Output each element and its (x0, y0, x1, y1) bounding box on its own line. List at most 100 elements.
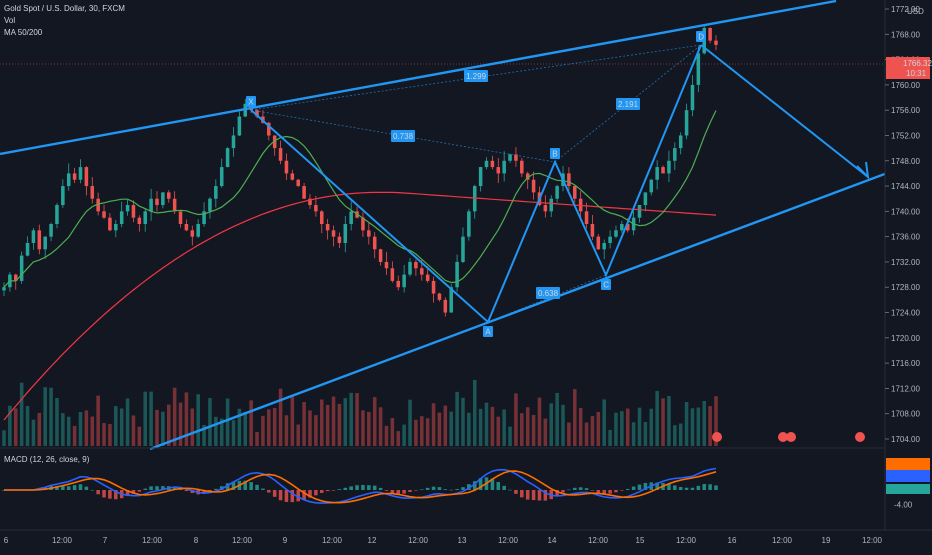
macd-hist-bar (55, 485, 59, 490)
candle-body (449, 287, 453, 313)
volume-bar (425, 418, 430, 446)
pattern-point-c-badge (601, 279, 611, 290)
volume-bar (90, 416, 95, 446)
event-icon[interactable] (786, 432, 796, 442)
candle-body (119, 211, 124, 224)
volume-bar (702, 400, 706, 446)
macd-hist-bar (696, 485, 701, 490)
volume-bar (525, 407, 530, 446)
volume-bar (131, 415, 136, 446)
price-tick-label: 1716.00 (891, 359, 920, 368)
candle-body (684, 110, 689, 136)
macd-hist-bar (614, 490, 618, 493)
time-tick-label: 12:00 (408, 536, 429, 545)
ratio-label: 2.191 (618, 100, 639, 109)
macd-hist-bar (308, 490, 312, 498)
candle-body (314, 205, 318, 212)
volume-bar (114, 406, 118, 446)
volume-bar (502, 409, 506, 446)
event-icon[interactable] (855, 432, 865, 442)
price-tick-label: 1736.00 (891, 233, 920, 242)
macd-hist-bar (296, 490, 300, 502)
macd-hist-bar (137, 490, 142, 492)
macd-hist-bar (431, 486, 436, 490)
macd-hist-bar (125, 490, 130, 497)
candle-body (2, 287, 6, 291)
pattern-point-c: C (603, 281, 609, 290)
candle-body (319, 211, 324, 224)
price-tick-label: 1728.00 (891, 283, 920, 292)
macd-hist-bar (331, 490, 336, 491)
volume-bar (637, 407, 642, 446)
lower-channel-line[interactable] (149, 167, 899, 451)
event-icon[interactable] (712, 432, 722, 442)
upper-channel-line[interactable] (0, 0, 837, 156)
candle-body (131, 205, 136, 218)
time-tick-label: 16 (728, 536, 737, 545)
candle-body (219, 167, 224, 187)
candle-body (237, 116, 242, 136)
macd-hist-bar (655, 482, 659, 490)
price-tick-label: 1724.00 (891, 309, 920, 318)
candle-body (555, 186, 559, 199)
candle-body (102, 211, 106, 218)
macd-hist-bar (337, 489, 342, 490)
ratio-badge (536, 287, 560, 299)
macd-hist-bar (231, 481, 236, 490)
event-icon[interactable] (778, 432, 788, 442)
xabcd-pattern[interactable] (250, 44, 870, 324)
price-tick-label: 1708.00 (891, 410, 920, 419)
macd-hist-bar (355, 485, 359, 490)
volume-bar (667, 395, 671, 446)
price-axis-bg[interactable] (885, 0, 932, 530)
candle-body (496, 167, 501, 174)
volume-bar (596, 411, 601, 446)
price-tick-label: 1756.00 (891, 106, 920, 115)
candle-body (172, 198, 177, 212)
candle-body (49, 224, 53, 237)
volume-bar (137, 426, 142, 446)
price-tick-label: 1740.00 (891, 207, 920, 216)
symbol-title[interactable]: Gold Spot / U.S. Dollar, 30, FXCM (4, 4, 125, 13)
candle-body (502, 160, 506, 174)
macd-hist-bar (302, 490, 306, 500)
time-axis-bg[interactable] (0, 530, 932, 550)
macd-hist-bar (284, 490, 289, 502)
price-axis[interactable]: 1772.001768.001764.001760.001756.001752.… (885, 5, 920, 444)
macd-hist-bar (249, 482, 253, 490)
macd-hist-bar (402, 490, 406, 494)
last-price-tag: 1766.32 10:31 (886, 57, 932, 79)
macd-hist-bar (420, 489, 424, 491)
projection-arrow-icon (856, 161, 870, 180)
volume-legend[interactable]: Vol (4, 16, 16, 25)
candle-body (655, 167, 659, 180)
volume-bars (2, 379, 718, 446)
time-tick-label: 9 (283, 536, 288, 545)
macd-hist-bar (414, 490, 418, 491)
ratio-badge (391, 130, 415, 142)
candle-body (372, 236, 377, 250)
macd-hist-bar (225, 483, 230, 490)
pattern-point-d-badge (696, 31, 706, 42)
ma-legend[interactable]: MA 50/200 (4, 28, 43, 37)
macd-hist-bar (390, 490, 395, 494)
volume-bar (496, 416, 501, 446)
macd-legend[interactable]: MACD (12, 26, close, 9) (4, 455, 90, 464)
ratio-badge (616, 98, 640, 110)
macd-hist-bar (208, 490, 212, 492)
pattern-point-labels: X A B C D (246, 31, 706, 337)
pattern-ratio-labels: 0.738 0.638 2.191 1.299 (391, 70, 640, 299)
volume-bar (108, 424, 112, 446)
candle-body (461, 236, 465, 262)
candle-body (61, 186, 65, 206)
volume-bar (414, 419, 418, 446)
macd-hist-bar (172, 486, 177, 490)
ratio-badge (464, 70, 488, 82)
volume-bar (520, 413, 524, 446)
time-axis[interactable]: 6 12:00 7 12:00 8 12:00 9 12:00 12 12:00 13 12:00 14… (4, 536, 883, 545)
candle-body (178, 211, 183, 224)
volume-bar (8, 405, 12, 446)
time-tick-label: 12:00 (588, 536, 609, 545)
